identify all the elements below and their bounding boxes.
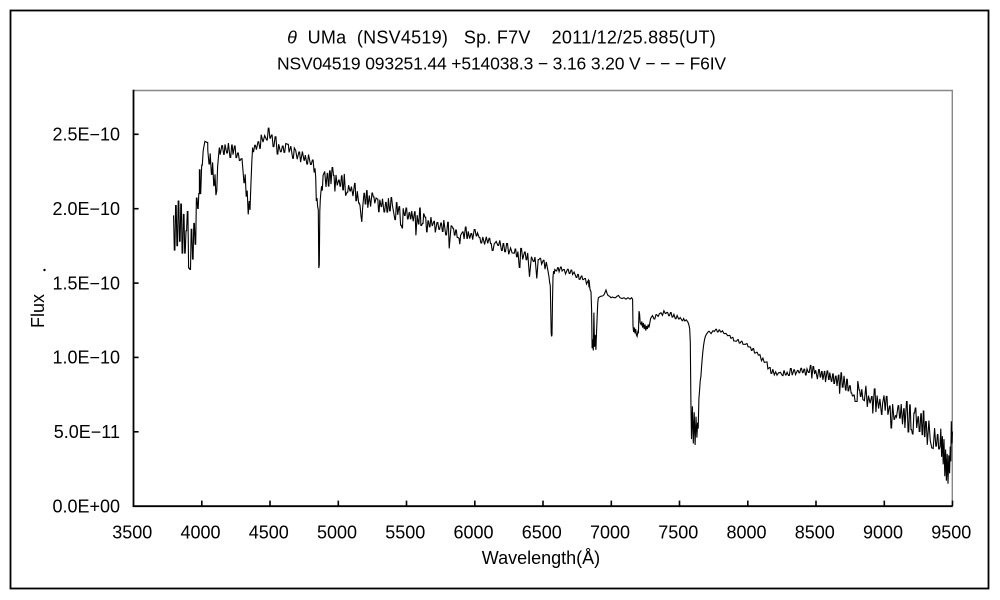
svg-text:1.5E−10: 1.5E−10: [52, 273, 120, 293]
svg-text:3500: 3500: [112, 523, 152, 543]
svg-text:8000: 8000: [726, 523, 766, 543]
svg-text:0.0E+00: 0.0E+00: [52, 497, 120, 517]
svg-text:θ UMa (NSV4519) Sp. F7V: θ UMa (NSV4519) Sp. F7V 2011/12/25.885(U…: [287, 28, 716, 48]
svg-text:6500: 6500: [522, 523, 562, 543]
svg-text:NSV04519 093251.44 +514038.3 −: NSV04519 093251.44 +514038.3 − 3.16 3.20…: [277, 54, 726, 74]
svg-text:4000: 4000: [180, 523, 220, 543]
svg-text:5500: 5500: [385, 523, 425, 543]
svg-text:9000: 9000: [863, 523, 903, 543]
svg-text:2.0E−10: 2.0E−10: [52, 199, 120, 219]
svg-text:Flux: Flux: [28, 294, 48, 328]
svg-text:8500: 8500: [795, 523, 835, 543]
svg-text:9500: 9500: [931, 523, 971, 543]
svg-text:7500: 7500: [658, 523, 698, 543]
svg-text:Wavelength(Å): Wavelength(Å): [482, 548, 600, 568]
svg-text:5000: 5000: [317, 523, 357, 543]
svg-text:6000: 6000: [453, 523, 493, 543]
svg-text:1.0E−10: 1.0E−10: [52, 348, 120, 368]
svg-text:2.5E−10: 2.5E−10: [52, 125, 120, 145]
svg-text:4500: 4500: [249, 523, 289, 543]
svg-text:5.0E−11: 5.0E−11: [54, 422, 120, 442]
svg-text:7000: 7000: [590, 523, 630, 543]
